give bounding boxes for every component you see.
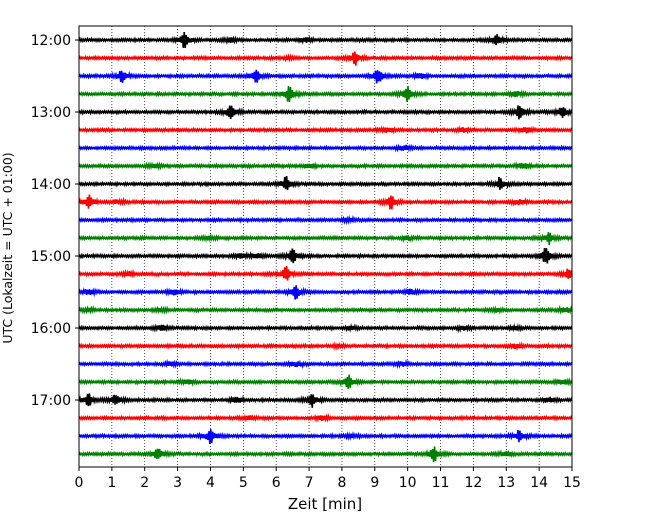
trace-1430 bbox=[78, 214, 573, 226]
axes-frame bbox=[78, 25, 573, 468]
trace-1245 bbox=[78, 85, 573, 103]
x-tick-label: 12 bbox=[464, 475, 482, 491]
x-axis-label: Zeit [min] bbox=[288, 495, 362, 513]
trace-1630 bbox=[78, 358, 573, 370]
trace-1645 bbox=[78, 374, 573, 389]
trace-1215 bbox=[78, 51, 573, 66]
y-tick-label: 16:00 bbox=[31, 321, 71, 337]
trace-1415 bbox=[78, 194, 573, 210]
trace-1600 bbox=[78, 322, 573, 334]
x-tick-label: 14 bbox=[530, 475, 548, 491]
x-axis-ticks: 0 1 2 3 4 5 6 7 8 9 10 11 12 13 14 15 bbox=[75, 467, 581, 491]
trace-1500 bbox=[78, 247, 573, 264]
x-tick-label: 3 bbox=[173, 475, 182, 491]
x-tick-label: 1 bbox=[107, 475, 116, 491]
y-tick-label: 12:00 bbox=[31, 33, 71, 49]
trace-1745 bbox=[78, 446, 573, 463]
y-axis-ticks: 12:00 13:00 14:00 15:00 16:00 17:00 bbox=[31, 33, 79, 409]
x-tick-label: 9 bbox=[370, 475, 379, 491]
x-tick-label: 11 bbox=[432, 475, 450, 491]
x-tick-label: 13 bbox=[497, 475, 515, 491]
trace-layer bbox=[78, 31, 573, 463]
x-tick-label: 0 bbox=[75, 475, 84, 491]
y-tick-label: 15:00 bbox=[31, 249, 71, 265]
trace-1400 bbox=[78, 175, 573, 191]
trace-1230 bbox=[78, 69, 573, 84]
trace-1700 bbox=[78, 393, 573, 408]
trace-1300 bbox=[78, 105, 573, 120]
trace-1515 bbox=[78, 265, 573, 281]
x-tick-label: 8 bbox=[337, 475, 346, 491]
trace-1445 bbox=[78, 232, 573, 246]
x-tick-label: 6 bbox=[272, 475, 281, 491]
x-tick-label: 4 bbox=[206, 475, 215, 491]
x-tick-label: 15 bbox=[563, 475, 581, 491]
trace-1200 bbox=[78, 31, 573, 49]
trace-1545 bbox=[78, 304, 573, 315]
y-axis-label: UTC (Lokalzeit = UTC + 01:00) bbox=[0, 152, 15, 343]
trace-1715 bbox=[78, 413, 573, 423]
trace-1615 bbox=[78, 341, 573, 352]
y-tick-label: 14:00 bbox=[31, 177, 71, 193]
trace-1330 bbox=[78, 143, 573, 153]
x-tick-label: 7 bbox=[305, 475, 314, 491]
trace-1345 bbox=[78, 161, 573, 171]
trace-1730 bbox=[78, 429, 573, 445]
x-tick-label: 5 bbox=[239, 475, 248, 491]
plot-frame bbox=[78, 25, 573, 468]
trace-1315 bbox=[78, 125, 573, 135]
y-tick-label: 17:00 bbox=[31, 393, 71, 409]
trace-1530 bbox=[78, 285, 573, 300]
y-tick-label: 13:00 bbox=[31, 105, 71, 121]
x-tick-label: 2 bbox=[140, 475, 149, 491]
x-tick-label: 10 bbox=[399, 475, 417, 491]
